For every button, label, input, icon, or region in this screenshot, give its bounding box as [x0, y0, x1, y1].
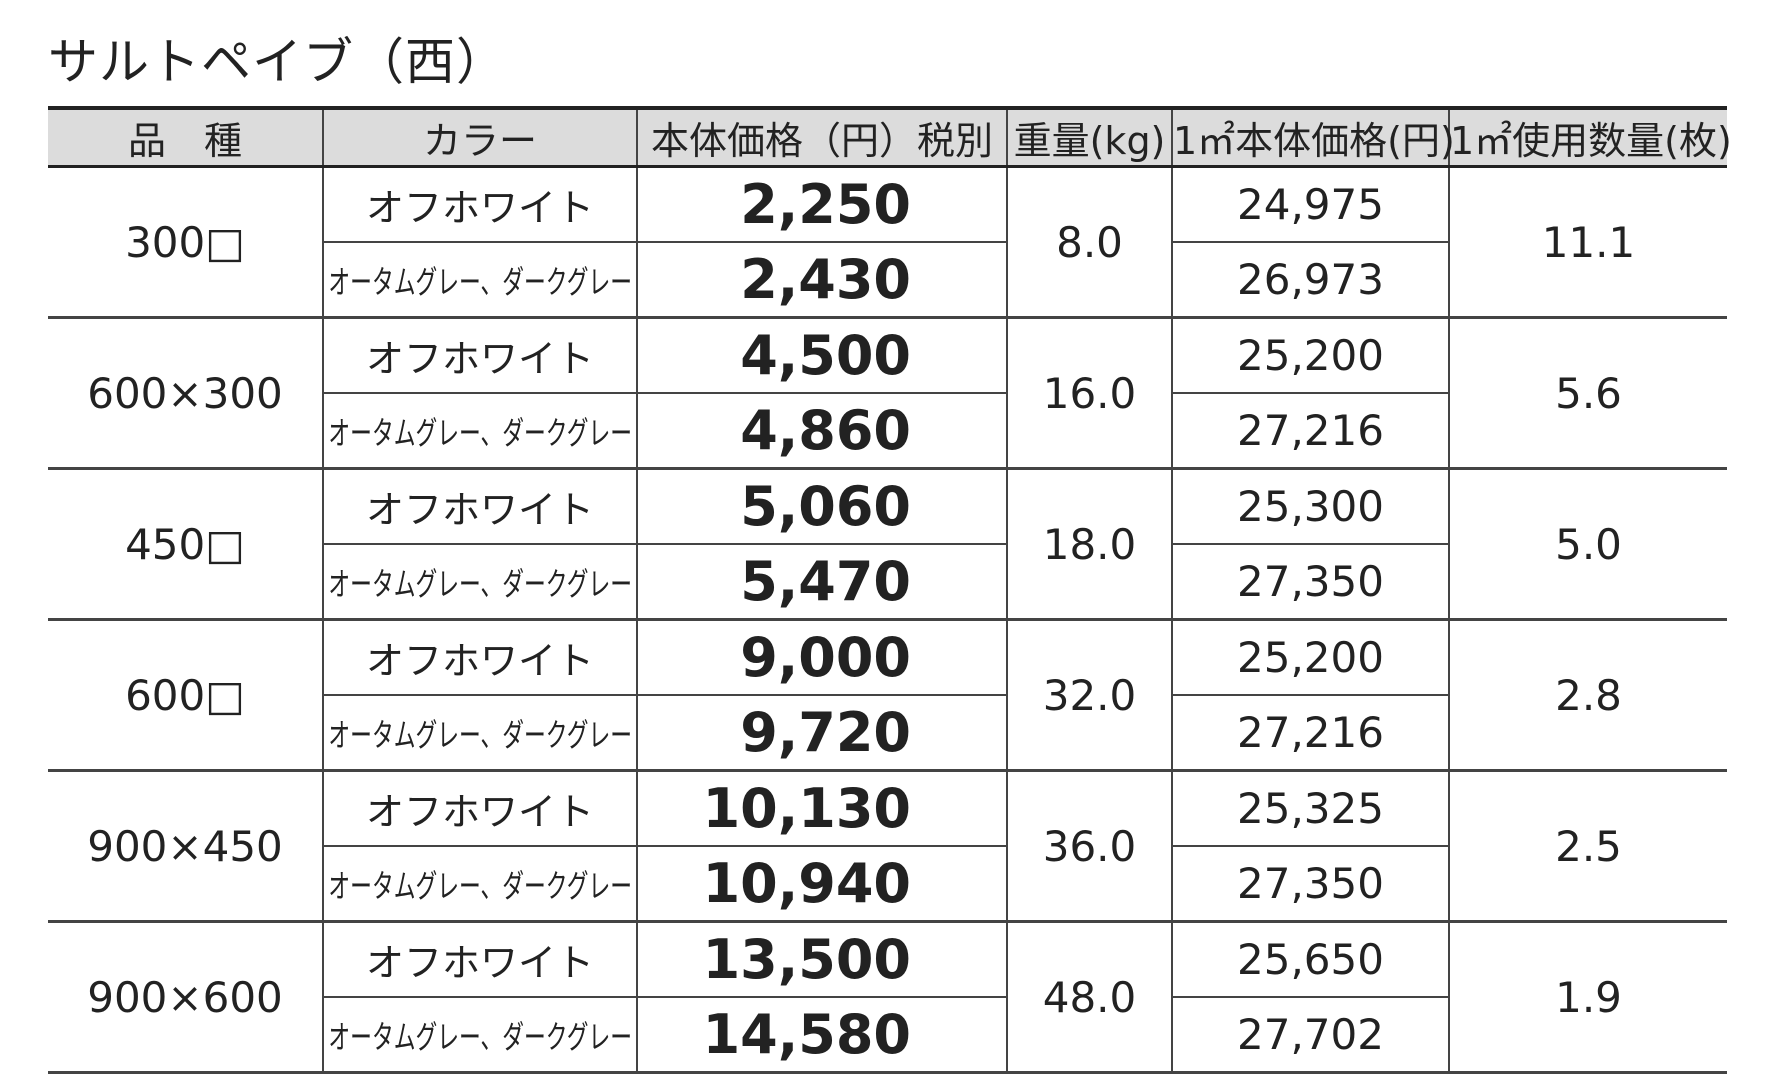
- m2-price-cell: 27,350: [1171, 543, 1449, 620]
- quantity-cell: 5.0: [1448, 467, 1727, 621]
- weight-cell: 18.0: [1006, 467, 1172, 621]
- color-text: オフホワイト: [365, 639, 594, 683]
- table-row: オータムグレー、ダークグレー 4,860 27,216: [48, 392, 1727, 469]
- m2-price-cell: 27,702: [1171, 996, 1449, 1074]
- price-cell: 9,000: [636, 618, 1007, 695]
- color-cell: オータムグレー、ダークグレー: [322, 241, 637, 318]
- m2-price-cell: 25,200: [1171, 316, 1449, 393]
- header-cell: カラー: [322, 106, 637, 168]
- color-cell: オフホワイト: [322, 769, 637, 846]
- price-cell: 5,470: [636, 543, 1007, 620]
- price-cell: 14,580: [636, 996, 1007, 1074]
- color-cell: オフホワイト: [322, 618, 637, 695]
- title: サルトペイブ（西）: [48, 33, 507, 91]
- quantity-cell: 5.6: [1448, 316, 1727, 470]
- m2-price-cell: 25,325: [1171, 769, 1449, 846]
- header-cell: 重量(kg): [1006, 106, 1172, 168]
- m2-price-cell: 27,216: [1171, 392, 1449, 469]
- color-cell: オフホワイト: [322, 316, 637, 393]
- quantity-cell: 11.1: [1448, 166, 1727, 319]
- price-cell: 4,860: [636, 392, 1007, 469]
- product-cell: 600□: [48, 618, 323, 772]
- product-cell: 900×450: [48, 769, 323, 923]
- color-text: オフホワイト: [365, 337, 594, 381]
- color-text: オフホワイト: [365, 941, 594, 985]
- quantity-cell: 2.5: [1448, 769, 1727, 923]
- quantity-cell: 2.8: [1448, 618, 1727, 772]
- price-cell: 9,720: [636, 694, 1007, 771]
- price-cell: 5,060: [636, 467, 1007, 544]
- product-cell: 600×300: [48, 316, 323, 470]
- price-cell: 10,130: [636, 769, 1007, 846]
- color-text: オフホワイト: [365, 186, 594, 230]
- product-cell: 450□: [48, 467, 323, 621]
- color-text: オフホワイト: [365, 790, 594, 834]
- header-cell: 1㎡本体価格(円): [1171, 106, 1455, 168]
- quantity-cell: 1.9: [1448, 920, 1727, 1074]
- price-cell: 4,500: [636, 316, 1007, 393]
- color-cell: オフホワイト: [322, 467, 637, 544]
- color-text: オフホワイト: [365, 488, 594, 532]
- weight-cell: 8.0: [1006, 166, 1172, 319]
- m2-price-cell: 25,200: [1171, 618, 1449, 695]
- color-text: オータムグレー、ダークグレー: [328, 715, 632, 754]
- color-text: オータムグレー、ダークグレー: [328, 1017, 632, 1056]
- product-cell: 900×600: [48, 920, 323, 1074]
- color-cell: オータムグレー、ダークグレー: [322, 996, 637, 1074]
- price-cell: 13,500: [636, 920, 1007, 997]
- color-cell: オフホワイト: [322, 166, 637, 242]
- m2-price-cell: 24,975: [1171, 166, 1449, 242]
- m2-price-cell: 27,350: [1171, 845, 1449, 922]
- m2-price-cell: 25,300: [1171, 467, 1449, 544]
- header-cell: 品 種: [48, 106, 323, 168]
- table-row: 600×300 オフホワイト 4,500 16.0 25,200 5.6: [48, 316, 1727, 470]
- weight-cell: 48.0: [1006, 920, 1172, 1074]
- table-body: 300□ オフホワイト 2,250 8.0 24,975 11.1 オータムグレー、ダークグ…: [48, 166, 1727, 1074]
- price-cell: 10,940: [636, 845, 1007, 922]
- m2-price-cell: 27,216: [1171, 694, 1449, 771]
- m2-price-cell: 25,650: [1171, 920, 1449, 997]
- table-row: 900×600 オフホワイト 13,500 48.0 25,650 1.9: [48, 920, 1727, 1074]
- m2-price-cell: 26,973: [1171, 241, 1449, 318]
- color-cell: オータムグレー、ダークグレー: [322, 845, 637, 922]
- color-cell: オータムグレー、ダークグレー: [322, 694, 637, 771]
- table-row: オータムグレー、ダークグレー 10,940 27,350: [48, 845, 1727, 922]
- product-cell: 300□: [48, 166, 323, 319]
- table-row: 600□ オフホワイト 9,000 32.0 25,200 2.8: [48, 618, 1727, 772]
- table-row: オータムグレー、ダークグレー 2,430 26,973: [48, 241, 1727, 318]
- color-cell: オフホワイト: [322, 920, 637, 997]
- weight-cell: 16.0: [1006, 316, 1172, 470]
- table-row: 900×450 オフホワイト 10,130 36.0 25,325 2.5: [48, 769, 1727, 923]
- color-text: オータムグレー、ダークグレー: [328, 413, 632, 452]
- color-text: オータムグレー、ダークグレー: [328, 262, 632, 301]
- color-text: オータムグレー、ダークグレー: [328, 564, 632, 603]
- header-cell: 本体価格（円）税別: [636, 106, 1007, 168]
- price-cell: 2,430: [636, 241, 1007, 318]
- color-cell: オータムグレー、ダークグレー: [322, 543, 637, 620]
- weight-cell: 32.0: [1006, 618, 1172, 772]
- table-row: オータムグレー、ダークグレー 14,580 27,702: [48, 996, 1727, 1074]
- price-table: 品 種カラー 本体価格（円）税別 重量(kg) 1㎡本体価格(円) 1㎡使用数量(枚) …: [48, 106, 1732, 1074]
- table-row: 450□ オフホワイト 5,060 18.0 25,300 5.0: [48, 467, 1727, 621]
- weight-cell: 36.0: [1006, 769, 1172, 923]
- table-row: オータムグレー、ダークグレー 9,720 27,216: [48, 694, 1727, 771]
- header-cell: 1㎡使用数量(枚): [1448, 106, 1732, 168]
- color-cell: オータムグレー、ダークグレー: [322, 392, 637, 469]
- price-cell: 2,250: [636, 166, 1007, 242]
- header-row: 品 種カラー 本体価格（円）税別 重量(kg) 1㎡本体価格(円) 1㎡使用数量(枚): [48, 106, 1732, 168]
- table-row: オータムグレー、ダークグレー 5,470 27,350: [48, 543, 1727, 620]
- table-row: 300□ オフホワイト 2,250 8.0 24,975 11.1: [48, 166, 1727, 319]
- color-text: オータムグレー、ダークグレー: [328, 866, 632, 905]
